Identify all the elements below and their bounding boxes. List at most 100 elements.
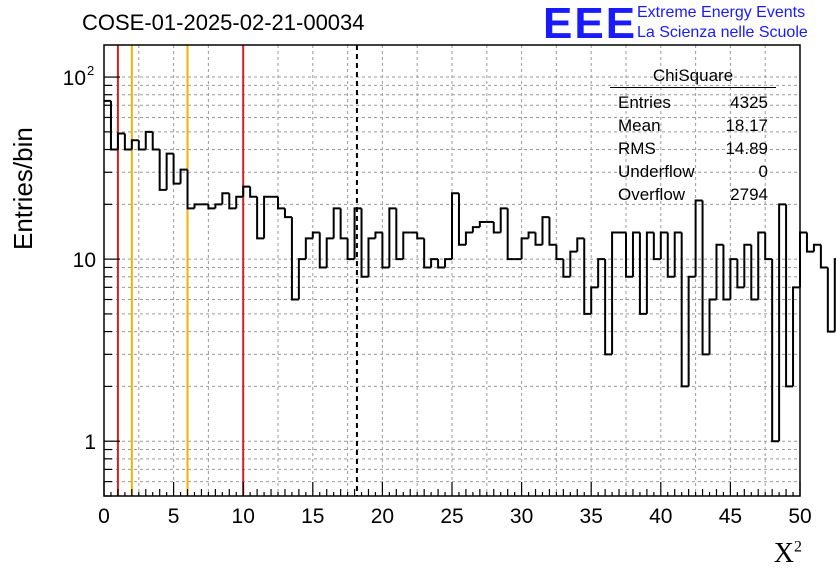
histogram-bin [555, 244, 564, 261]
histogram-bin [506, 208, 515, 261]
stats-label: Underflow [618, 162, 695, 181]
histogram-bin [311, 231, 320, 239]
histogram-bin [235, 195, 244, 209]
histogram-bin [165, 152, 174, 190]
stats-label: Overflow [618, 185, 686, 204]
histogram-bin [464, 231, 473, 245]
logo-mark: EEE [543, 0, 638, 48]
stats-rows: Entries 4325 Mean 18.17 RMS 14.89 Underflow 0 Ov… [610, 91, 776, 206]
histogram-bin [423, 238, 432, 269]
logo-line2: La Scienza nelle Scuole [637, 24, 808, 41]
histogram-bin [346, 238, 355, 261]
histogram-bin [221, 192, 230, 205]
histogram-bin [805, 232, 814, 253]
histogram-bin [527, 231, 536, 239]
histogram-bin [534, 232, 543, 246]
histogram-bin [520, 237, 529, 260]
histogram-bin [785, 204, 794, 388]
stats-value: 2794 [730, 185, 768, 204]
x-tick-label: 35 [580, 505, 603, 528]
x-tick-label: 10 [232, 505, 255, 528]
histogram-bin [193, 203, 202, 209]
histogram-bin [172, 153, 181, 185]
histogram-bin [360, 208, 369, 278]
histogram-bin [339, 208, 348, 240]
histogram-bin [590, 286, 599, 314]
histogram-bin [562, 259, 571, 278]
histogram-bin [256, 196, 265, 240]
histogram-bin [833, 258, 836, 332]
x-tick-label: 15 [301, 505, 324, 528]
histogram-bin [701, 200, 710, 356]
histogram-bin [826, 267, 835, 333]
histogram-bin [263, 195, 272, 239]
histogram-bin [659, 231, 668, 260]
histogram-bin [367, 237, 376, 277]
histogram-bin [158, 149, 167, 191]
y-tick-label: 10 [63, 67, 86, 90]
x-tick-label: 5 [168, 505, 180, 528]
histogram-bin [792, 286, 800, 387]
histogram-bin [764, 232, 773, 261]
histogram-bin [631, 231, 640, 277]
stats-label: Mean [618, 116, 661, 135]
histogram-bin [478, 220, 487, 228]
stats-value: 14.89 [725, 139, 768, 158]
stats-box: ChiSquare Entries 4325 Mean 18.17 RMS 14.89 Un… [610, 66, 776, 206]
histogram-bin [708, 298, 717, 355]
x-tick-label: 0 [98, 505, 110, 528]
histogram-bin [444, 258, 452, 268]
histogram-bin [645, 231, 654, 314]
histogram-bin [666, 232, 675, 278]
histogram-bin [283, 208, 292, 219]
y-tick-label: 10 [73, 249, 96, 272]
histogram-bin [548, 217, 557, 246]
x-tick-label: 50 [788, 505, 811, 528]
x-axis-label-base: X [773, 538, 794, 569]
histogram-bin [416, 232, 425, 240]
x-tick-label: 45 [719, 505, 742, 528]
stats-title: ChiSquare [610, 66, 776, 88]
histogram-bin [687, 275, 696, 387]
histogram-bin [290, 217, 299, 301]
x-tick-label: 25 [440, 505, 463, 528]
stats-row: Overflow 2794 [610, 183, 776, 206]
histogram-bin [757, 231, 766, 300]
histogram-bin [130, 139, 139, 150]
stats-value: 4325 [730, 93, 768, 112]
histogram-bin [569, 250, 578, 277]
histogram-bin [123, 133, 132, 151]
histogram-bin [604, 259, 613, 356]
y-tick-label-exponent: 2 [87, 63, 94, 78]
histogram-bin [597, 258, 606, 288]
x-tick-label: 30 [510, 505, 533, 528]
logo-line1: Extreme Energy Events [637, 4, 806, 21]
histogram-bin [819, 244, 828, 269]
histogram-bin [778, 203, 787, 442]
histogram-bin [325, 237, 334, 268]
histogram-bin [680, 232, 689, 388]
histogram-bin [451, 192, 459, 260]
histogram-bin [799, 231, 807, 288]
histogram-bin [743, 243, 752, 288]
histogram-bin [228, 193, 237, 210]
histogram-bin [297, 258, 306, 300]
histogram-bin [541, 216, 550, 245]
histogram-bin [625, 232, 633, 278]
histogram-bin [750, 244, 759, 301]
histogram-bin [722, 244, 731, 301]
chart-title: COSE-01-2025-02-21-00034 [82, 10, 365, 35]
histogram-bin [457, 193, 466, 246]
histogram-bin [583, 238, 592, 315]
histogram-bin [715, 243, 724, 300]
histogram-bin [638, 232, 647, 315]
histogram-bin [430, 258, 439, 268]
x-axis-label-sup: 2 [794, 538, 802, 556]
histogram-bin [812, 243, 821, 252]
histogram-bin [304, 237, 313, 260]
x-tick-label: 20 [371, 505, 394, 528]
histogram-bin [151, 131, 160, 151]
histogram-bin [499, 207, 508, 233]
histogram-bin [576, 237, 585, 252]
